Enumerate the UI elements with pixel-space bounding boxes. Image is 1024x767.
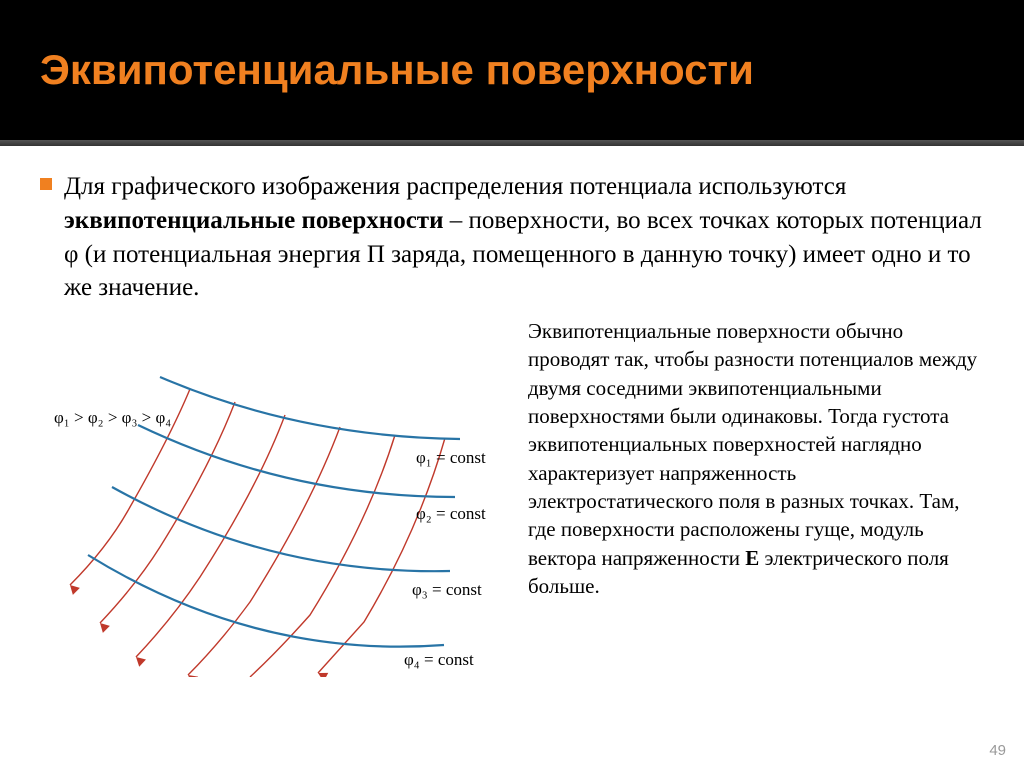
side-pre: Эквипотенциальные поверхности обычно про… [528,319,977,570]
lower-row: φ₁ = const φ₂ = const φ₃ = const φ₄ = const… [40,317,984,682]
diagram-container: φ₁ = const φ₂ = const φ₃ = const φ₄ = const… [40,317,520,682]
intro-pre: Для графического изображения распределен… [64,173,846,200]
page-title: Эквипотенциальные поверхности [40,46,754,94]
equipotential-diagram: φ₁ = const φ₂ = const φ₃ = const φ₄ = const… [40,327,510,677]
svg-text:φ₁ = const: φ₁ = const [416,448,486,467]
page-number: 49 [989,742,1006,759]
side-text: Эквипотенциальные поверхности обычно про… [520,317,984,682]
intro-text: Для графического изображения распределен… [64,170,984,305]
intro-row: Для графического изображения распределен… [40,170,984,305]
svg-text:φ₂ = const: φ₂ = const [416,504,486,523]
svg-text:φ₁ > φ₂ > φ₃ > φ₄: φ₁ > φ₂ > φ₃ > φ₄ [54,408,171,427]
intro-bold: эквипотенциальные поверхности [64,207,443,234]
side-bold: E [745,546,759,570]
title-bar: Эквипотенциальные поверхности [0,0,1024,140]
svg-text:φ₃ = const: φ₃ = const [412,580,482,599]
svg-text:φ₄ = const: φ₄ = const [404,650,474,669]
bullet-icon [40,178,52,190]
content: Для графического изображения распределен… [0,146,1024,682]
